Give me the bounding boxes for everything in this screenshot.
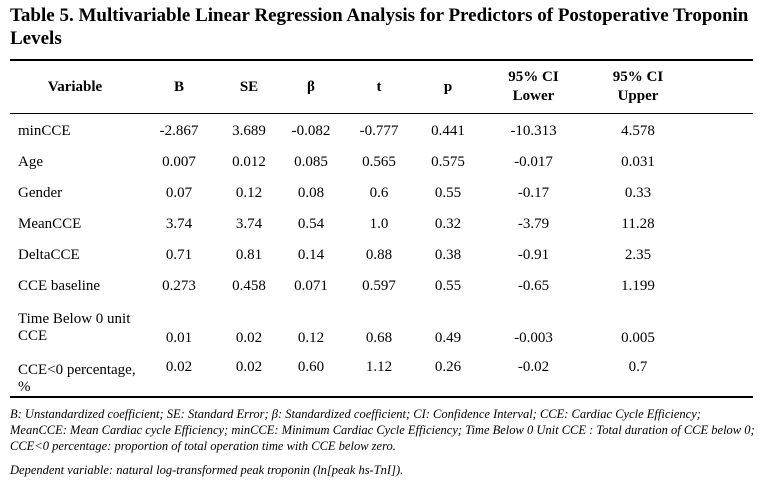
cell-p: 0.55: [434, 278, 462, 294]
cell-b: 0.71: [165, 247, 193, 263]
cell-se: 0.458: [232, 278, 266, 294]
cell-ci-lower: -0.017: [514, 154, 553, 170]
cell-b: 0.07: [165, 185, 193, 201]
cell-variable: MeanCCE: [18, 216, 82, 232]
table-row: DeltaCCE 0.71 0.81 0.14 0.88 0.38 -0.91 …: [10, 240, 753, 271]
cell-ci-lower: -3.79: [517, 216, 550, 232]
cell-b: 0.02: [165, 359, 193, 375]
cell-variable-line2: CCE: [18, 327, 48, 344]
header-ci-upper: 95% CI Upper: [587, 62, 689, 112]
cell-ci-lower: -0.02: [517, 359, 550, 375]
cell-ci-upper: 0.031: [621, 154, 655, 170]
header-ci-upper-line1: 95% CI: [612, 69, 664, 85]
cell-p: 0.32: [434, 216, 462, 232]
cell-variable: minCCE: [18, 123, 71, 139]
cell-se: 0.012: [232, 154, 266, 170]
cell-ci-upper: 0.33: [624, 185, 652, 201]
cell-ci-lower: -0.91: [517, 247, 550, 263]
header-b: B: [173, 78, 184, 95]
cell-beta: 0.085: [294, 154, 328, 170]
cell-variable: Time Below 0 unit CCE: [10, 302, 140, 353]
cell-beta: 0.08: [297, 185, 325, 201]
cell-beta: 0.14: [297, 247, 325, 263]
cell-variable-line1: CCE<0 percentage,: [18, 361, 136, 378]
cell-t: 0.88: [365, 247, 393, 263]
cell-ci-lower: -0.003: [514, 330, 553, 346]
table-row: CCE<0 percentage, % 0.02 0.02 0.60 1.12 …: [10, 353, 753, 404]
cell-variable-line1: Time Below 0 unit: [18, 310, 131, 327]
cell-ci-upper: 0.005: [621, 330, 655, 346]
cell-ci-lower: -10.313: [510, 123, 557, 139]
cell-variable: DeltaCCE: [18, 247, 80, 263]
cell-ci-upper: 11.28: [621, 216, 655, 232]
cell-se: 0.02: [235, 330, 263, 346]
cell-se: 3.689: [232, 123, 266, 139]
cell-variable: CCE<0 percentage, %: [10, 353, 140, 404]
cell-p: 0.26: [434, 359, 462, 375]
cell-t: 0.565: [362, 154, 396, 170]
regression-table: Variable B SE β t p 95% CI Lower 95% CI …: [10, 62, 753, 404]
table-row: Time Below 0 unit CCE 0.01 0.02 0.12 0.6…: [10, 302, 753, 353]
cell-variable: CCE baseline: [18, 278, 101, 294]
header-p: p: [443, 78, 453, 95]
table-bottom-rule: [10, 396, 753, 398]
cell-beta: 0.54: [297, 216, 325, 232]
header-beta: β: [307, 78, 315, 95]
cell-variable-line2: %: [18, 378, 31, 395]
cell-b: 0.273: [162, 278, 196, 294]
cell-p: 0.38: [434, 247, 462, 263]
header-se: SE: [239, 78, 259, 95]
cell-beta: 0.12: [297, 330, 325, 346]
cell-t: 0.6: [369, 185, 389, 201]
cell-b: 0.007: [162, 154, 196, 170]
cell-beta: 0.60: [297, 359, 325, 375]
cell-se: 0.12: [235, 185, 263, 201]
table-title: Table 5. Multivariable Linear Regression…: [10, 5, 749, 49]
cell-t: 1.12: [365, 359, 393, 375]
cell-beta: 0.071: [294, 278, 328, 294]
cell-se: 0.02: [235, 359, 263, 375]
header-ci-upper-line2: Upper: [617, 88, 659, 104]
header-variable: Variable: [47, 78, 103, 95]
cell-b: -2.867: [159, 123, 199, 139]
cell-t: 1.0: [369, 216, 389, 232]
dependent-variable-note: Dependent variable: natural log-transfor…: [10, 463, 404, 477]
cell-p: 0.49: [434, 330, 462, 346]
cell-p: 0.55: [434, 185, 462, 201]
cell-p: 0.575: [431, 154, 465, 170]
header-row: Variable B SE β t p 95% CI Lower 95% CI …: [10, 62, 753, 112]
header-ci-lower-line2: Lower: [512, 88, 555, 104]
header-ci-lower-line1: 95% CI: [508, 69, 559, 85]
table-row: Gender 0.07 0.12 0.08 0.6 0.55 -0.17 0.3…: [10, 178, 753, 209]
cell-beta: -0.082: [291, 123, 331, 139]
cell-ci-lower: -0.65: [517, 278, 550, 294]
header-ci-lower: 95% CI Lower: [480, 62, 587, 112]
cell-ci-upper: 0.7: [628, 359, 648, 375]
header-t: t: [376, 78, 382, 95]
cell-se: 0.81: [235, 247, 263, 263]
table-header-rule: [10, 113, 753, 114]
table-row: CCE baseline 0.273 0.458 0.071 0.597 0.5…: [10, 271, 753, 302]
cell-ci-upper: 2.35: [624, 247, 652, 263]
cell-b: 3.74: [165, 216, 193, 232]
table-row: minCCE -2.867 3.689 -0.082 -0.777 0.441 …: [10, 116, 753, 147]
cell-variable: Age: [18, 154, 43, 170]
cell-ci-upper: 4.578: [621, 123, 655, 139]
table-row: Age 0.007 0.012 0.085 0.565 0.575 -0.017…: [10, 147, 753, 178]
cell-variable: Gender: [18, 185, 63, 201]
cell-ci-lower: -0.17: [517, 185, 550, 201]
cell-b: 0.01: [165, 330, 193, 346]
cell-t: 0.597: [362, 278, 396, 294]
cell-p: 0.441: [431, 123, 465, 139]
cell-ci-upper: 1.199: [621, 278, 655, 294]
cell-t: 0.68: [365, 330, 393, 346]
cell-se: 3.74: [235, 216, 263, 232]
cell-t: -0.777: [359, 123, 399, 139]
table-row: MeanCCE 3.74 3.74 0.54 1.0 0.32 -3.79 11…: [10, 209, 753, 240]
table-footnote: B: Unstandardized coefficient; SE: Stand…: [10, 407, 755, 453]
table-top-rule: [10, 59, 753, 61]
